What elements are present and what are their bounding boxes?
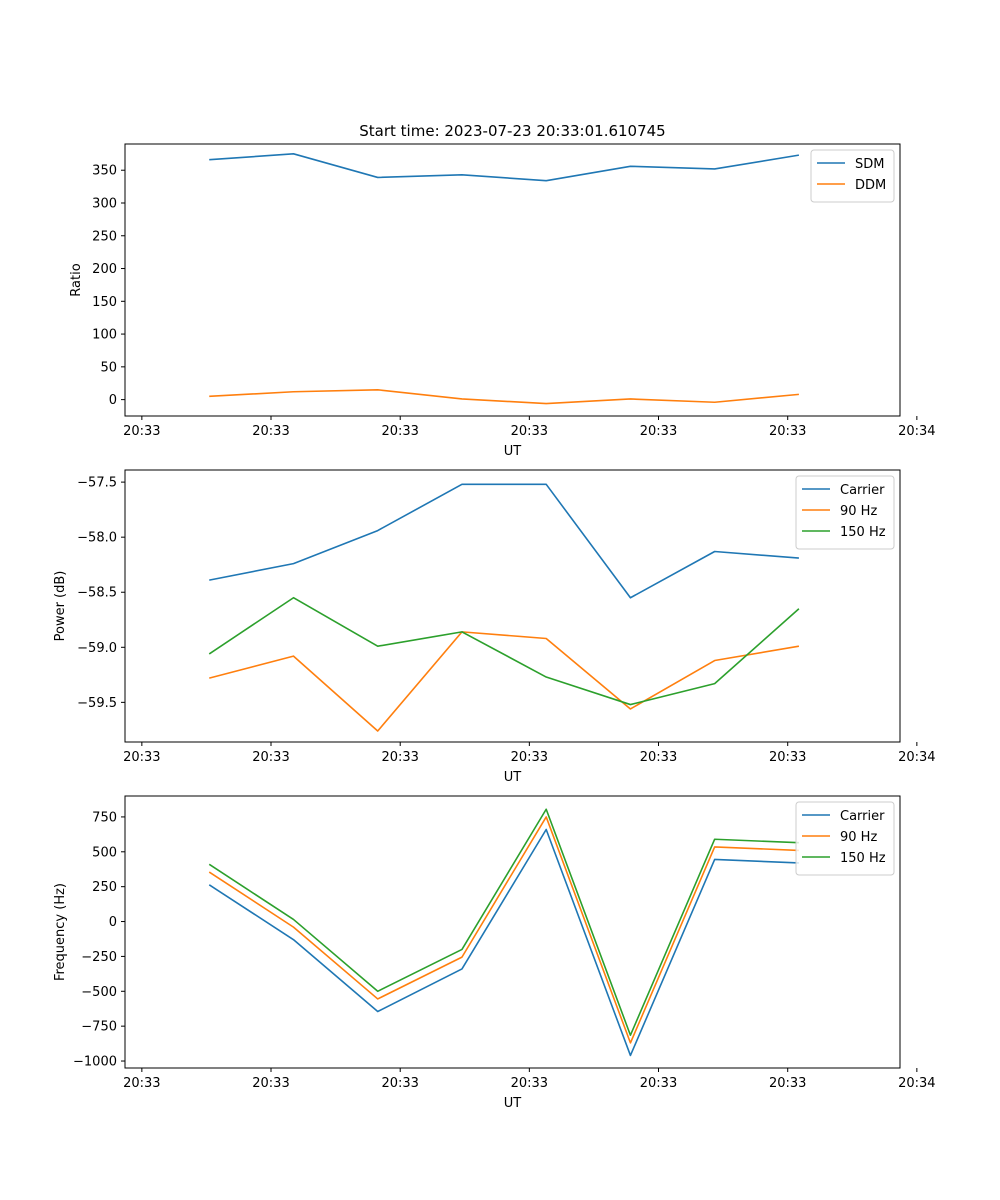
y-tick-label: 0	[109, 393, 117, 408]
y-tick-label: −59.0	[77, 641, 117, 656]
x-tick-label: 20:33	[252, 424, 289, 439]
series-line-ddm	[209, 388, 799, 405]
y-tick-label: 250	[92, 229, 117, 244]
y-tick-label: 150	[92, 295, 117, 310]
y-tick-label: −58.0	[77, 531, 117, 546]
legend: Carrier 90 Hz 150 Hz	[795, 475, 895, 550]
x-tick-label: 20:33	[511, 1076, 548, 1091]
legend: Carrier 90 Hz 150 Hz	[795, 801, 895, 876]
y-tick-label: −750	[81, 1020, 117, 1035]
x-tick-label: 20:33	[640, 750, 677, 765]
legend-label: Carrier	[840, 809, 885, 824]
x-tick-label: 20:33	[769, 424, 806, 439]
legend-label: SDM	[855, 157, 884, 172]
x-tick-label: 20:33	[640, 424, 677, 439]
y-tick-label: −57.5	[77, 476, 117, 491]
y-tick-label: 750	[92, 810, 117, 825]
series-line-sdm	[209, 153, 800, 182]
y-tick-label: 250	[92, 880, 117, 895]
series-line-carrier	[209, 483, 799, 599]
legend-label: 90 Hz	[840, 504, 877, 519]
axes-frame	[124, 469, 901, 743]
y-tick-label: −59.5	[77, 696, 117, 711]
series-line-90-hz	[208, 816, 799, 1044]
chart-panel-3: 20:33 20:33 20:33 20:33 20:33 20:33 20:34 −1000…	[53, 795, 936, 1111]
y-tick-label: −500	[81, 985, 117, 1000]
legend-label: DDM	[855, 178, 886, 193]
x-tick-label: 20:34	[898, 424, 935, 439]
x-axis-label: UT	[504, 444, 522, 459]
x-tick-label: 20:33	[511, 424, 548, 439]
x-tick-label: 20:33	[511, 750, 548, 765]
x-tick-label: 20:33	[769, 750, 806, 765]
axes-frame	[124, 795, 901, 1069]
chart-panel-2: 20:33 20:33 20:33 20:33 20:33 20:33 20:34 −59.5…	[53, 469, 936, 785]
x-tick-label: 20:33	[381, 424, 418, 439]
y-tick-label: 50	[100, 360, 117, 375]
x-tick-label: 20:33	[640, 1076, 677, 1091]
y-tick-label: 0	[109, 915, 117, 930]
y-tick-label: 100	[92, 328, 117, 343]
y-tick-label: 300	[92, 196, 117, 211]
x-axis-label: UT	[504, 1096, 522, 1111]
y-tick-label: −58.5	[77, 586, 117, 601]
legend-label: 90 Hz	[840, 830, 877, 845]
x-tick-label: 20:33	[123, 1076, 160, 1091]
y-tick-label: 200	[92, 262, 117, 277]
series-line-150-hz	[208, 808, 799, 1037]
chart-panel-1: Start time: 2023-07-23 20:33:01.610745 20…	[69, 122, 936, 459]
x-axis-label: UT	[504, 770, 522, 785]
legend-label: 150 Hz	[840, 851, 886, 866]
chart-title: Start time: 2023-07-23 20:33:01.610745	[359, 122, 665, 140]
x-tick-label: 20:33	[381, 1076, 418, 1091]
y-tick-label: 350	[92, 164, 117, 179]
legend-label: Carrier	[840, 483, 885, 498]
x-tick-label: 20:33	[123, 750, 160, 765]
series-line-150-hz	[208, 596, 800, 706]
legend-label: 150 Hz	[840, 525, 886, 540]
y-axis-label: Ratio	[69, 263, 84, 296]
x-tick-label: 20:33	[252, 750, 289, 765]
axes-frame	[124, 143, 901, 417]
series-line-90-hz	[209, 631, 800, 732]
y-tick-label: 500	[92, 845, 117, 860]
legend: SDM DDM	[810, 149, 895, 203]
y-axis-label: Frequency (Hz)	[53, 883, 68, 981]
y-axis-label: Power (dB)	[53, 571, 68, 642]
series-line-carrier	[208, 828, 799, 1057]
x-tick-label: 20:33	[381, 750, 418, 765]
y-tick-label: −1000	[73, 1055, 117, 1070]
x-tick-label: 20:33	[123, 424, 160, 439]
x-tick-label: 20:33	[252, 1076, 289, 1091]
y-tick-label: −250	[81, 950, 117, 965]
x-tick-label: 20:34	[898, 1076, 935, 1091]
x-tick-label: 20:33	[769, 1076, 806, 1091]
x-tick-label: 20:34	[898, 750, 935, 765]
